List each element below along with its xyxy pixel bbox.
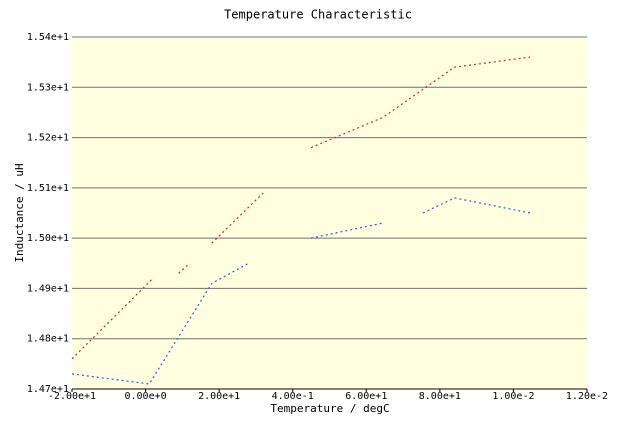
y-tick-label: 1.53e+1 [27, 82, 69, 93]
y-tick-label: 1.54e+1 [27, 32, 69, 43]
y-axis-label: Inductance / uH [13, 163, 26, 262]
y-tick-label: 1.51e+1 [27, 183, 69, 194]
y-tick-label: 1.52e+1 [27, 133, 69, 144]
plot-area [72, 37, 587, 389]
x-tick-label: 1.00e-2 [492, 391, 534, 402]
y-tick-label: 1.50e+1 [27, 233, 69, 244]
x-tick-label: 0.00e+0 [124, 391, 166, 402]
x-tick-label: 2.00e+1 [198, 391, 240, 402]
x-tick-label: 1.20e-2 [566, 391, 608, 402]
y-tick-label: 1.47e+1 [27, 384, 69, 395]
y-tick-label: 1.49e+1 [27, 283, 69, 294]
x-tick-label: 8.00e+1 [419, 391, 461, 402]
x-tick-label: -2.00e+1 [48, 391, 96, 402]
x-tick-label: 4.00e-1 [272, 391, 314, 402]
x-tick-label: 6.00e+1 [345, 391, 387, 402]
y-tick-label: 1.48e+1 [27, 334, 69, 345]
x-axis-label: Temperature / degC [270, 402, 389, 415]
series-line [71, 197, 531, 385]
chart-title: Temperature Characteristic [224, 8, 412, 22]
